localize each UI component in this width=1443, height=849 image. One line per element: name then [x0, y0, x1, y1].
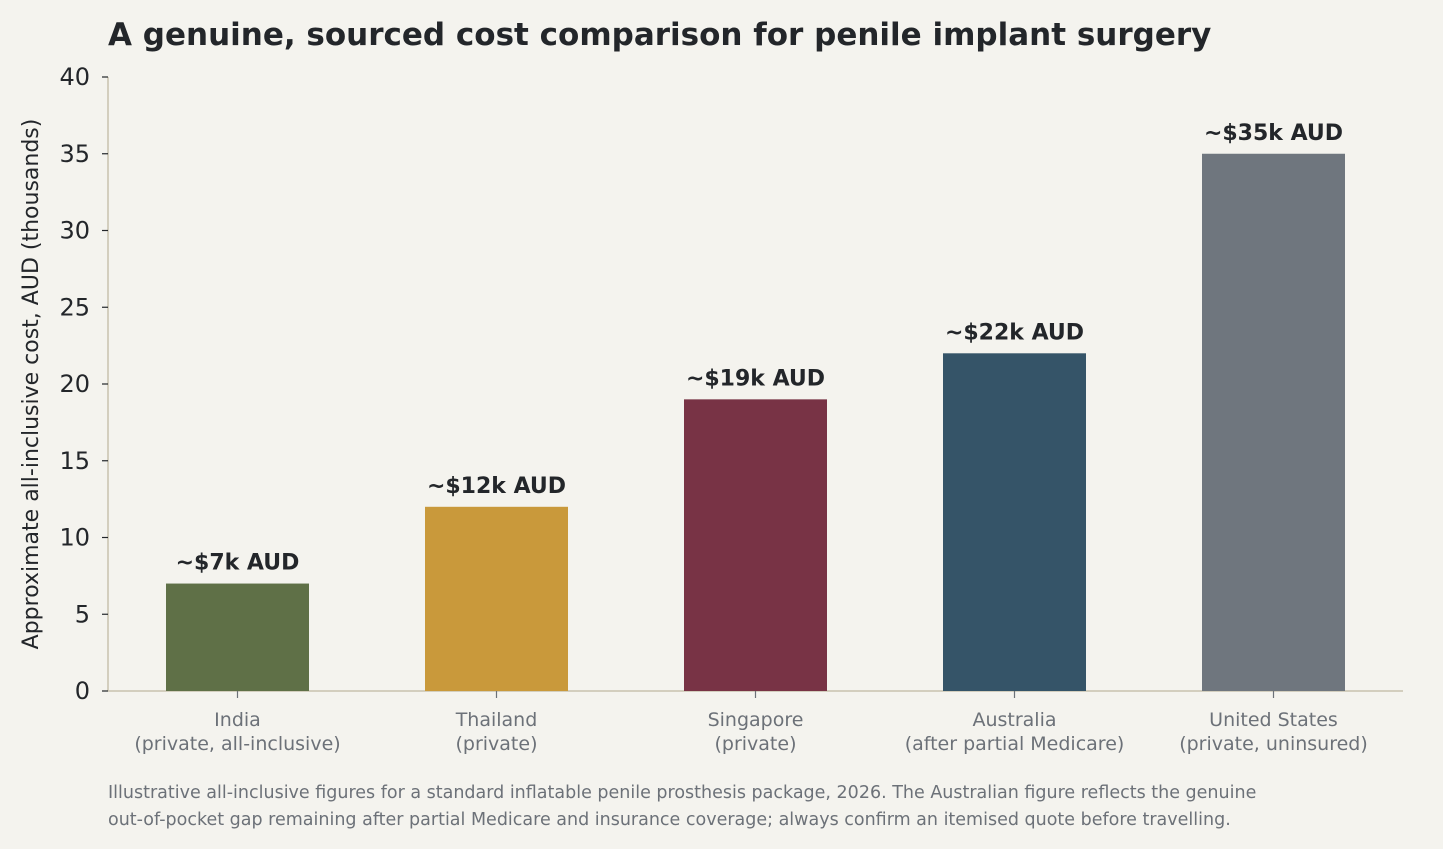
chart-footnote: Illustrative all-inclusive figures for a…: [108, 780, 1438, 834]
plot-area: 0 5 10 15 20 25 30 35 40 ~$7k AUD India(private, a…: [59, 63, 1403, 755]
bar: [684, 399, 827, 691]
x-tick-label: Thailand: [455, 709, 538, 731]
bar-value-label: ~$22k AUD: [945, 320, 1084, 345]
y-axis-label: Approximate all-inclusive cost, AUD (tho…: [19, 119, 44, 650]
x-tick-label: United States: [1209, 709, 1338, 731]
bar-value-label: ~$12k AUD: [427, 474, 566, 499]
y-tick-label: 15: [59, 447, 90, 475]
footnote-line-1: Illustrative all-inclusive figures for a…: [108, 783, 1257, 803]
bar: [943, 353, 1086, 691]
y-tick-label: 10: [59, 524, 90, 552]
x-tick-label: India: [214, 709, 261, 731]
footnote-line-2: out-of-pocket gap remaining after partia…: [108, 810, 1231, 830]
y-tick-label: 35: [59, 140, 90, 168]
bar: [166, 583, 309, 691]
y-tick-label: 0: [75, 677, 90, 705]
x-tick-label: Singapore: [708, 709, 804, 731]
bar: [1202, 153, 1345, 691]
x-tick-label: (after partial Medicare): [905, 733, 1125, 755]
x-tick-label: (private): [455, 733, 537, 755]
x-tick-label: (private, all-inclusive): [134, 733, 340, 755]
chart-title: A genuine, sourced cost comparison for p…: [108, 17, 1211, 53]
x-tick-label: Australia: [972, 709, 1056, 731]
bar-value-label: ~$35k AUD: [1204, 121, 1343, 146]
y-tick-label: 5: [75, 600, 90, 628]
x-tick-label: (private): [714, 733, 796, 755]
x-tick-label: (private, uninsured): [1179, 733, 1368, 755]
bar-value-label: ~$19k AUD: [686, 366, 825, 391]
y-tick-label: 25: [59, 293, 90, 321]
y-tick-label: 20: [59, 370, 90, 398]
bar-chart: A genuine, sourced cost comparison for p…: [19, 17, 1403, 755]
bar-value-label: ~$7k AUD: [176, 551, 300, 576]
bar: [425, 506, 568, 691]
y-tick-label: 40: [59, 63, 90, 91]
y-tick-label: 30: [59, 217, 90, 245]
